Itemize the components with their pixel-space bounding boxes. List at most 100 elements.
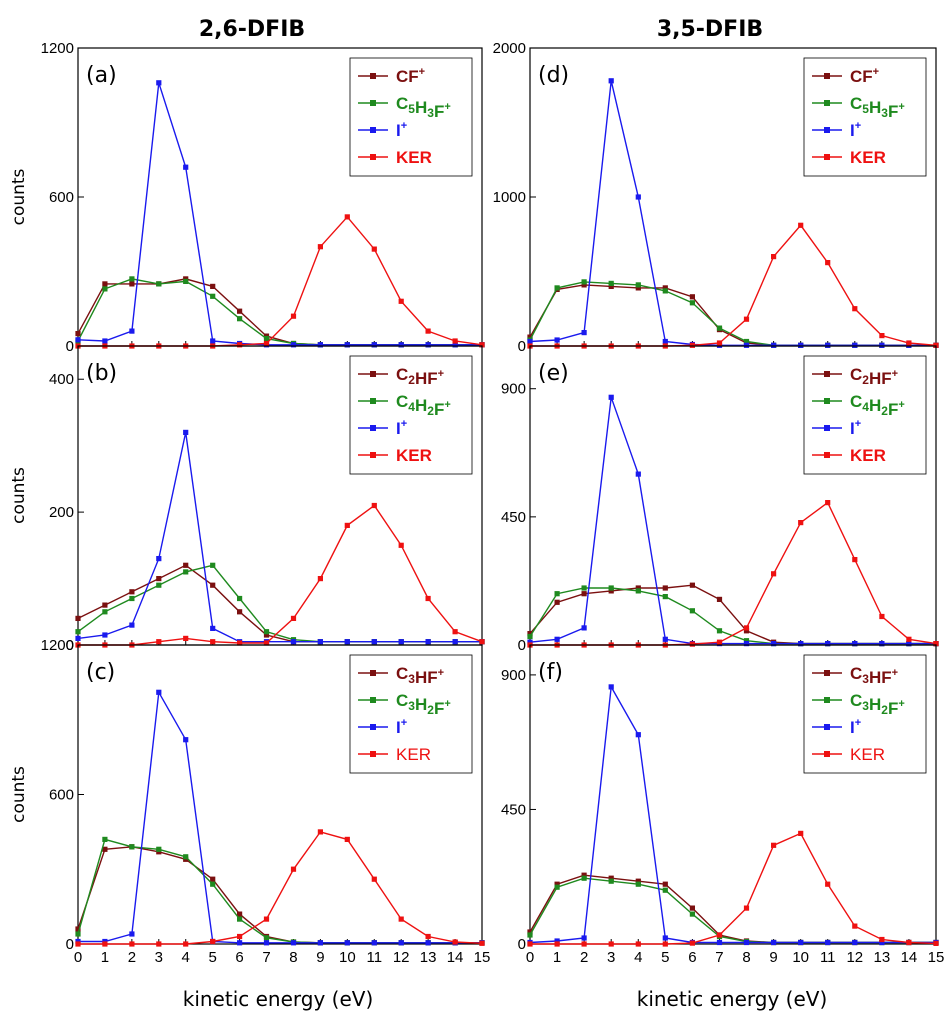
data-point — [689, 940, 695, 946]
legend-marker — [370, 398, 376, 404]
x-axis-label-right: kinetic energy (eV) — [637, 987, 828, 1011]
y-tick-label: 1200 — [41, 40, 74, 57]
legend-marker — [370, 73, 376, 79]
data-point — [183, 164, 189, 170]
data-point — [75, 635, 81, 641]
legend-char: F — [434, 699, 444, 718]
data-point — [237, 933, 243, 940]
data-point — [129, 844, 135, 850]
legend-superscript: + — [873, 66, 879, 78]
legend-marker — [370, 452, 376, 458]
legend-marker — [370, 154, 376, 160]
data-point — [452, 629, 458, 635]
legend-label: KER — [850, 148, 886, 167]
x-tick-label: 14 — [901, 949, 918, 966]
data-point — [554, 285, 560, 291]
legend-char: F — [888, 400, 898, 419]
legend-marker — [370, 724, 376, 730]
x-tick-label: 12 — [393, 949, 410, 966]
legend-char: 5 — [862, 102, 869, 116]
data-point — [933, 641, 939, 647]
series-c3hf — [527, 872, 939, 946]
data-point — [825, 500, 831, 506]
data-point — [825, 881, 831, 887]
data-point — [771, 842, 777, 848]
legend-char: H — [869, 369, 881, 388]
data-point — [210, 283, 216, 289]
legend-char: H — [869, 695, 881, 714]
data-point — [75, 629, 81, 635]
series-line — [529, 684, 936, 944]
legend-label: C5H3F+ — [850, 94, 905, 121]
series-c2hf — [75, 562, 485, 645]
x-tick-label: 5 — [208, 949, 216, 966]
series-c2hf — [527, 582, 939, 647]
data-point — [662, 288, 668, 294]
data-point — [581, 330, 587, 336]
data-point — [554, 591, 560, 597]
data-point — [102, 286, 108, 292]
data-point — [317, 639, 323, 645]
data-point — [452, 338, 458, 344]
data-point — [716, 628, 723, 634]
legend-char: H — [869, 98, 881, 117]
x-tick-label: 5 — [661, 949, 669, 966]
legend-label: C2HF+ — [396, 365, 444, 388]
x-tick-label: 10 — [339, 949, 356, 966]
data-point — [344, 214, 350, 220]
data-point — [554, 337, 560, 343]
data-point — [183, 737, 189, 743]
series-ker — [527, 830, 939, 947]
data-point — [689, 300, 695, 306]
legend-marker — [370, 371, 376, 377]
y-tick-label: 0 — [66, 338, 74, 355]
legend-char: F — [881, 369, 891, 388]
data-point — [635, 282, 641, 288]
y-tick-label: 0 — [518, 338, 526, 355]
data-point — [371, 342, 377, 348]
y-tick-label: 0 — [518, 637, 526, 654]
legend-marker — [370, 697, 376, 703]
data-point — [527, 633, 533, 640]
data-point — [906, 641, 912, 647]
data-point — [156, 689, 162, 695]
legend-marker — [370, 425, 376, 431]
data-point — [852, 641, 858, 647]
data-point — [608, 585, 614, 591]
data-point — [879, 342, 885, 348]
data-point — [716, 932, 723, 938]
data-point — [743, 316, 750, 322]
data-point — [156, 941, 162, 947]
data-point — [129, 595, 135, 602]
legend-superscript: + — [855, 120, 861, 132]
legend-superscript: + — [401, 120, 407, 132]
data-point — [398, 940, 404, 946]
legend-superscript: + — [444, 101, 450, 113]
data-point — [371, 940, 377, 946]
x-tick-label: 10 — [792, 949, 809, 966]
legend-char: H — [415, 369, 427, 388]
data-point — [554, 941, 560, 947]
data-point — [102, 602, 108, 608]
data-point — [662, 941, 668, 947]
legend-char: R — [420, 148, 432, 167]
data-point — [452, 342, 458, 348]
data-point — [129, 281, 135, 287]
data-point — [662, 881, 668, 887]
data-point — [581, 282, 587, 288]
data-point — [479, 940, 485, 946]
legend-char: C — [396, 365, 408, 384]
legend-char: E — [408, 446, 419, 465]
legend-marker — [824, 73, 830, 79]
legend-marker — [824, 452, 830, 458]
legend-marker — [824, 425, 830, 431]
data-point — [398, 298, 404, 304]
legend-char: C — [396, 664, 408, 683]
data-point — [290, 940, 297, 946]
legend-char: 4 — [862, 400, 869, 414]
y-tick-label: 0 — [518, 936, 526, 953]
legend-superscript: + — [855, 418, 861, 430]
data-point — [743, 905, 750, 911]
